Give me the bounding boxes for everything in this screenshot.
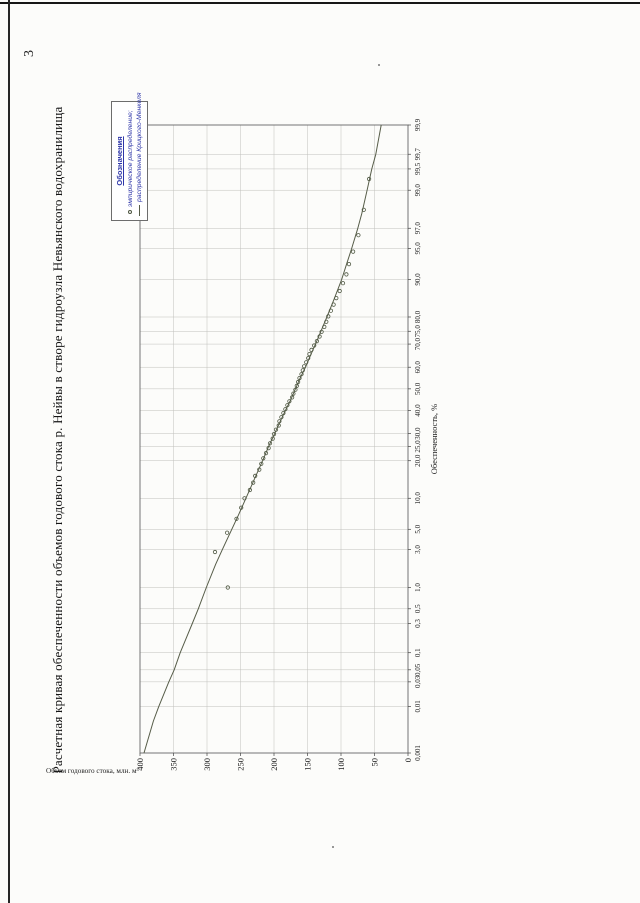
svg-text:99,9: 99,9 (414, 118, 422, 131)
svg-text:350: 350 (168, 758, 178, 771)
svg-text:60,0: 60,0 (414, 361, 422, 374)
svg-text:75,0: 75,0 (414, 325, 422, 338)
chart-legend: Обозначения эмпирическое распределение; … (111, 93, 148, 221)
legend-item-empirical: эмпирическое распределение; (127, 106, 134, 216)
legend-label-empirical: эмпирическое распределение; (126, 110, 134, 207)
svg-text:0,05: 0,05 (414, 663, 422, 676)
svg-text:3,0: 3,0 (414, 545, 422, 554)
svg-text:97,0: 97,0 (414, 222, 422, 235)
svg-text:80,0: 80,0 (414, 310, 422, 323)
scan-artifact-top-edge (0, 2, 640, 4)
svg-text:250: 250 (235, 758, 245, 771)
axis-ticks (139, 124, 411, 756)
scan-artifact-left-edge (8, 0, 10, 903)
svg-text:0: 0 (403, 758, 413, 762)
y-tick-labels: 0 50 100 150 200 250 300 350 400 (135, 758, 413, 771)
svg-text:1,0: 1,0 (414, 583, 422, 592)
svg-text:70,0: 70,0 (414, 337, 422, 350)
svg-text:0,01: 0,01 (414, 700, 422, 713)
svg-text:95,0: 95,0 (414, 242, 422, 255)
svg-text:10,0: 10,0 (414, 492, 422, 505)
legend-label-theoretical: распределение Крицкого-Менкеля (136, 92, 143, 202)
svg-text:150: 150 (302, 758, 312, 771)
legend-title: Обозначения (115, 136, 124, 186)
svg-text:99,7: 99,7 (414, 148, 422, 161)
svg-text:99,5: 99,5 (414, 162, 422, 175)
svg-text:5,0: 5,0 (414, 524, 422, 533)
svg-text:0,001: 0,001 (414, 745, 422, 761)
scan-speck (378, 64, 380, 66)
line-marker-icon (139, 205, 140, 216)
svg-text:99,0: 99,0 (414, 184, 422, 197)
empirical-points (212, 176, 372, 590)
circle-marker-icon (128, 210, 132, 214)
svg-text:400: 400 (135, 758, 145, 771)
svg-text:100: 100 (336, 758, 346, 771)
theoretical-curve (143, 124, 382, 754)
svg-text:40,0: 40,0 (414, 404, 422, 417)
svg-text:90,0: 90,0 (414, 273, 422, 286)
svg-text:50: 50 (369, 758, 379, 767)
svg-text:25,0: 25,0 (414, 440, 422, 453)
svg-text:20,0: 20,0 (414, 454, 422, 467)
gridlines (140, 125, 408, 753)
svg-text:300: 300 (202, 758, 212, 771)
svg-text:0,1: 0,1 (414, 648, 422, 657)
svg-text:30,0: 30,0 (414, 427, 422, 440)
scan-speck (332, 846, 334, 848)
legend-item-theoretical: распределение Крицкого-Менкеля (136, 93, 143, 216)
svg-text:50,0: 50,0 (414, 382, 422, 395)
x-tick-labels: 0,001 0,01 0,030,05 0,1 0,3 0,5 1,0 3,0 5,0 10,0 2… (414, 118, 422, 761)
x-axis-title: Обеспеченность, % (429, 403, 439, 475)
svg-text:0,5: 0,5 (414, 604, 422, 613)
svg-text:0,03: 0,03 (414, 675, 422, 688)
svg-text:0,3: 0,3 (414, 619, 422, 628)
svg-text:200: 200 (269, 758, 279, 771)
